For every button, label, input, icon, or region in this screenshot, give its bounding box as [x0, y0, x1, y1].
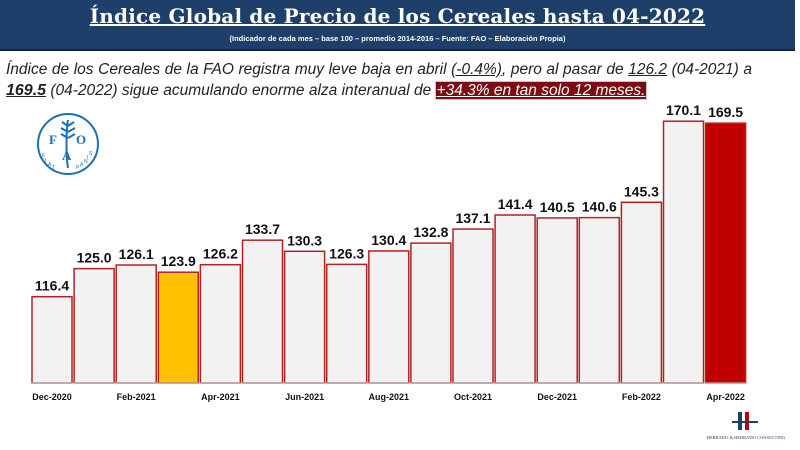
data-label: 116.4 [35, 278, 69, 294]
x-tick-label: Oct-2021 [454, 392, 492, 402]
bar-Dec-2021 [536, 217, 578, 384]
bar-Jul-2021 [325, 263, 368, 384]
desc-end-value: 169.5 [6, 82, 47, 99]
desc-highlight-change: +34.3% en tan solo 12 meses. [435, 82, 647, 99]
svg-text:F: F [49, 132, 57, 147]
desc-start-value: 126.2 [628, 61, 668, 78]
data-label: 132.8 [413, 224, 448, 240]
bar-Jan-2022 [578, 216, 621, 384]
data-label: 126.1 [119, 246, 154, 262]
svg-text:O: O [76, 132, 86, 147]
svg-text:N: N [84, 159, 88, 165]
svg-text:A: A [62, 148, 72, 163]
desc-text: Índice de los Cereales de la FAO registr… [6, 61, 452, 78]
x-tick-label: Feb-2021 [117, 392, 156, 402]
svg-text:A: A [80, 162, 84, 168]
fao-logo-icon: F A O F I A T P A N I S [37, 113, 99, 175]
chart-subtitle: (Indicador de cada mes – base 100 – prom… [229, 34, 566, 43]
bar-Aug-2021 [368, 250, 410, 384]
bar-Sep-2021 [410, 242, 452, 384]
data-label: 130.3 [287, 232, 322, 248]
data-label: 140.6 [582, 199, 617, 215]
svg-text:I: I [45, 158, 46, 164]
bar-Oct-2021 [452, 228, 494, 384]
data-label: 137.1 [455, 210, 490, 226]
x-tick-label: Feb-2022 [622, 392, 661, 402]
data-label: 145.3 [624, 183, 659, 199]
description-line-1: Índice de los Cereales de la FAO registr… [6, 60, 752, 80]
desc-text: , pero al pasar de [501, 61, 629, 78]
svg-text:HERRADO & HERRADO CONSULTING: HERRADO & HERRADO CONSULTING [707, 435, 786, 440]
bar-Feb-2022 [620, 201, 663, 384]
svg-text:I: I [87, 155, 88, 161]
bar-Dec-2020 [31, 295, 73, 384]
data-label: 140.5 [540, 199, 575, 215]
desc-monthly-change: (-0.4%) [451, 61, 502, 78]
data-label: 125.0 [77, 250, 112, 266]
bar-Apr-2021 [199, 263, 242, 384]
data-label: 170.1 [666, 102, 701, 118]
herrado-consulting-logo: HERRADO & HERRADO CONSULTING [707, 412, 786, 440]
bar-Mar-2021 [157, 271, 200, 384]
x-tick-label: Dec-2020 [32, 392, 72, 402]
title-banner: Índice Global de Precio de los Cereales … [0, 0, 795, 49]
x-tick-label: Apr-2021 [201, 392, 240, 402]
bar-Feb-2021 [115, 264, 157, 384]
svg-text:T: T [52, 165, 55, 171]
x-tick-label: Jun-2021 [285, 392, 324, 402]
x-tick-label: Aug-2021 [369, 392, 410, 402]
data-label: 169.5 [708, 104, 743, 120]
bar-Apr-2022 [704, 122, 747, 384]
svg-text:S: S [89, 151, 93, 157]
data-label: 126.3 [329, 245, 364, 261]
desc-text: (04-2021) a [667, 61, 752, 78]
x-tick-label: Dec-2021 [537, 392, 577, 402]
bar-Nov-2021 [494, 214, 536, 384]
data-label: 123.9 [161, 253, 196, 269]
bar-Jun-2021 [283, 250, 326, 384]
bar-Mar-2022 [662, 120, 705, 384]
svg-text:A: A [48, 162, 52, 168]
svg-text:P: P [76, 165, 80, 171]
data-label: 126.2 [203, 246, 238, 262]
chart-title: Índice Global de Precio de los Cereales … [89, 4, 706, 28]
data-label: 133.7 [245, 221, 280, 237]
desc-text: (04-2022) sigue acumulando enorme alza i… [46, 82, 436, 99]
description-line-2: 169.5 (04-2022) sigue acumulando enorme … [6, 81, 647, 101]
data-label: 130.4 [371, 232, 406, 248]
bar-Jan-2021 [73, 267, 115, 384]
data-label: 141.4 [498, 196, 533, 212]
bar-May-2021 [241, 239, 284, 384]
svg-text:F: F [42, 153, 45, 159]
x-tick-label: Apr-2022 [706, 392, 745, 402]
